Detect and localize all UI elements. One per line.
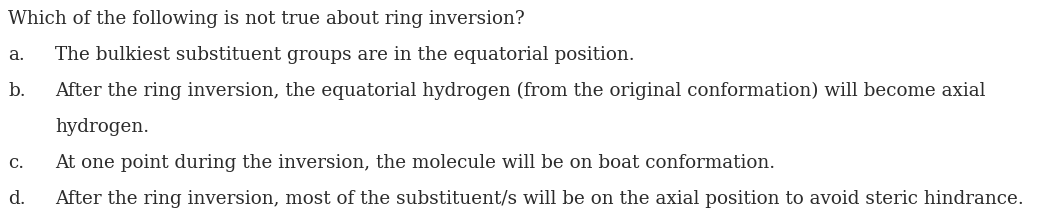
Text: a.: a. [8, 46, 24, 64]
Text: d.: d. [8, 190, 25, 208]
Text: The bulkiest substituent groups are in the equatorial position.: The bulkiest substituent groups are in t… [55, 46, 635, 64]
Text: c.: c. [8, 154, 24, 172]
Text: hydrogen.: hydrogen. [55, 118, 149, 136]
Text: At one point during the inversion, the molecule will be on boat conformation.: At one point during the inversion, the m… [55, 154, 776, 172]
Text: Which of the following is not true about ring inversion?: Which of the following is not true about… [8, 10, 525, 28]
Text: After the ring inversion, most of the substituent/s will be on the axial positio: After the ring inversion, most of the su… [55, 190, 1024, 208]
Text: After the ring inversion, the equatorial hydrogen (from the original conformatio: After the ring inversion, the equatorial… [55, 82, 985, 100]
Text: b.: b. [8, 82, 25, 100]
